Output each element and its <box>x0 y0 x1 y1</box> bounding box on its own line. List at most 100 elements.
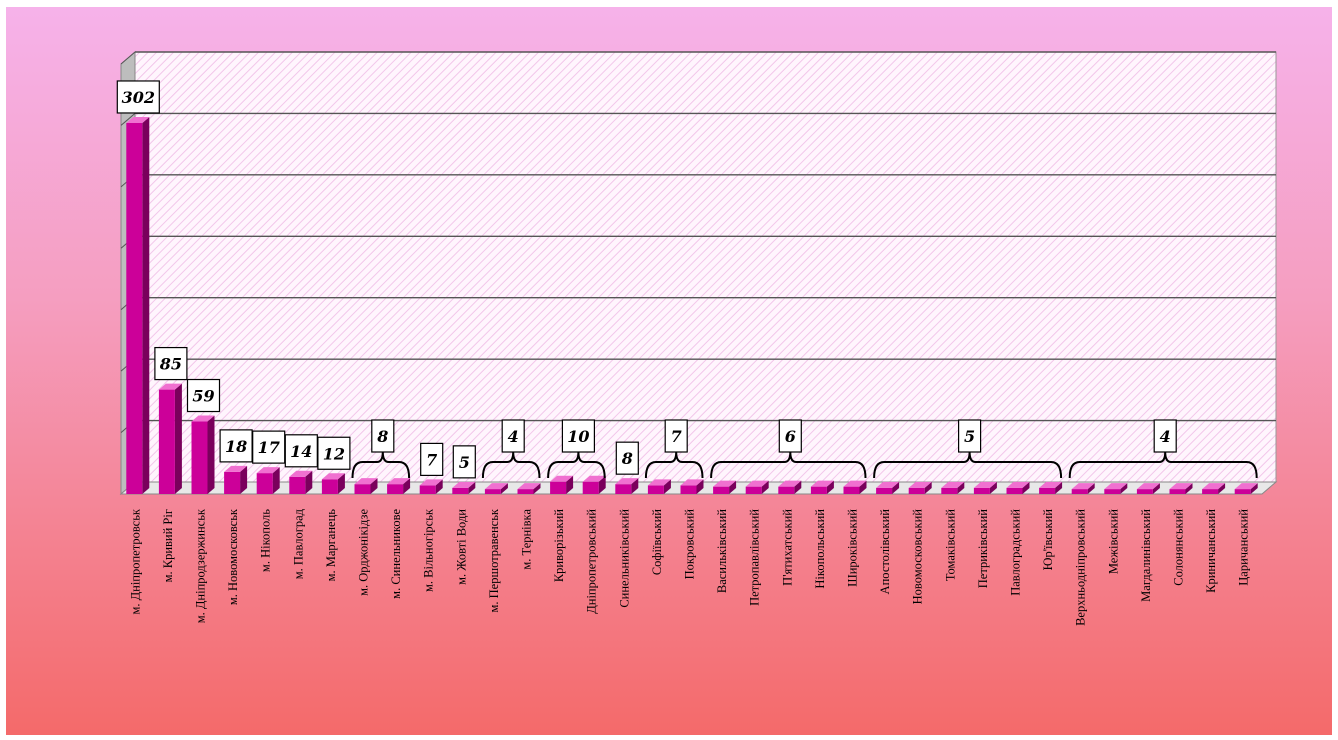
data-label: 4 <box>508 427 519 446</box>
bar <box>876 481 900 494</box>
bar-front <box>876 487 893 494</box>
bar <box>1071 483 1095 494</box>
bar-top <box>484 483 508 490</box>
data-label: 8 <box>621 449 633 468</box>
bar-top <box>517 483 541 490</box>
gridline <box>120 51 136 65</box>
bar-side <box>957 481 965 494</box>
bar-side <box>989 481 997 494</box>
category-label: Криворізький <box>552 509 566 582</box>
bar-front <box>517 489 534 494</box>
category-label: Межівський <box>1106 509 1120 574</box>
category-label: м. Вільногірськ <box>422 508 436 592</box>
bar-front <box>941 487 958 494</box>
bar-front <box>387 484 404 494</box>
bar <box>941 481 965 494</box>
category-label: Широківський <box>846 509 860 587</box>
bar-front <box>321 479 338 494</box>
bar-side <box>1250 483 1258 494</box>
bar-side <box>794 480 802 494</box>
bar-front <box>973 487 990 494</box>
data-label-box <box>452 445 476 479</box>
bar-side <box>240 465 248 494</box>
category-label: м. Дніпропетровськ <box>128 508 142 614</box>
bar-top <box>1136 483 1160 490</box>
bar <box>289 470 313 494</box>
category-label: м. Павлоград <box>291 508 305 579</box>
bar-front <box>484 489 501 494</box>
bar-top <box>126 116 150 123</box>
category-label: Нікопольський <box>813 509 827 589</box>
bar-top <box>843 480 867 487</box>
bar <box>843 480 867 494</box>
bar <box>126 116 150 494</box>
bar-front <box>224 471 241 494</box>
bar <box>387 478 411 494</box>
data-label-box <box>116 80 160 114</box>
bar-top <box>941 481 965 488</box>
bar-front <box>713 486 730 494</box>
data-label: 18 <box>225 437 247 456</box>
data-label: 8 <box>376 427 388 446</box>
bar <box>419 479 443 494</box>
bar-front <box>1006 487 1023 494</box>
category-label: Солонянський <box>1172 509 1186 586</box>
category-label: м. Першотравенськ <box>487 508 501 612</box>
category-label: м. Дніпродзержинськ <box>194 508 208 623</box>
category-label: Покровський <box>683 509 697 580</box>
bar <box>1039 481 1063 494</box>
bar <box>158 383 182 494</box>
data-label: 6 <box>785 427 796 446</box>
data-label: 5 <box>964 427 975 446</box>
bar-side <box>892 481 900 494</box>
data-label: 7 <box>671 427 682 446</box>
bar-top <box>908 481 932 488</box>
bar-front <box>126 122 143 494</box>
bar-top <box>452 481 476 488</box>
category-label: Царичанський <box>1237 509 1251 586</box>
category-label: Васильківський <box>715 509 729 593</box>
data-label-box <box>154 346 188 381</box>
bar-side <box>1152 483 1160 494</box>
bar-top <box>387 478 411 485</box>
slide-background: 302 85 59 18 17 14 12 8 7 5 4 10 8 7 6 5 4 м. Дніпропетро… <box>6 7 1332 735</box>
bar <box>321 473 345 494</box>
bar-top <box>810 480 834 487</box>
bar <box>680 479 704 494</box>
data-label: 85 <box>159 355 182 374</box>
bar-top <box>256 467 280 474</box>
bar <box>1234 483 1258 494</box>
bar-front <box>745 486 762 494</box>
bar-side <box>174 383 182 494</box>
category-label: Софіївський <box>650 509 664 575</box>
bar <box>224 465 248 494</box>
bar-top <box>1071 483 1095 490</box>
bar <box>908 481 932 494</box>
bar-side <box>435 479 443 494</box>
bar-front <box>289 476 306 494</box>
bar-top <box>1006 481 1030 488</box>
data-label-box <box>219 429 253 463</box>
bar-top <box>713 480 737 487</box>
bar-front <box>647 485 664 494</box>
bar <box>1104 483 1128 494</box>
data-label-box <box>284 434 318 468</box>
bar <box>1169 483 1193 494</box>
data-label: 12 <box>323 444 345 463</box>
data-label: 17 <box>258 438 280 457</box>
bar-top <box>876 481 900 488</box>
category-label: П'ятихатський <box>780 509 794 586</box>
bar-front <box>778 486 795 494</box>
bar-top <box>615 478 639 485</box>
bar-side <box>1218 483 1226 494</box>
bar-top <box>745 480 769 487</box>
category-label: м. Марганець <box>324 509 338 582</box>
bar-front <box>256 473 273 494</box>
bar-chart: 302 85 59 18 17 14 12 8 7 5 4 10 8 7 6 5 4 м. Дніпропетро… <box>116 50 1278 626</box>
bar <box>1136 483 1160 494</box>
bar-top <box>1039 481 1063 488</box>
bar-side <box>696 479 704 494</box>
category-label: Синельниківський <box>617 509 631 608</box>
bar-side <box>1055 481 1063 494</box>
bar-front <box>550 481 567 494</box>
